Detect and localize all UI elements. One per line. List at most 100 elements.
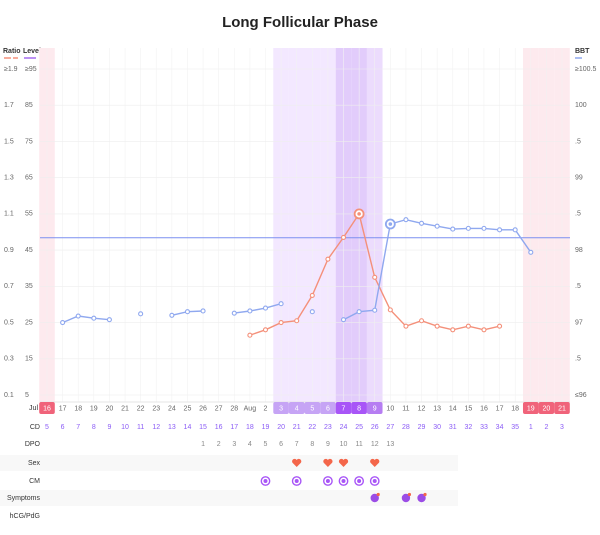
symptom-icon (370, 493, 379, 503)
cd-value: 34 (496, 424, 504, 431)
data-point (465, 323, 471, 329)
date-label: 12 (418, 405, 426, 412)
row-label: CD (30, 424, 40, 431)
level-tick-label: 65 (25, 175, 33, 182)
cd-value: 12 (152, 424, 160, 431)
date-label: 18 (74, 405, 82, 412)
row-label: hCG/PdG (10, 513, 40, 520)
cd-value: 20 (277, 424, 285, 431)
data-point (138, 311, 144, 317)
date-cell (304, 402, 321, 414)
data-point (481, 225, 487, 231)
cd-value: 5 (45, 424, 49, 431)
dpo-value: 3 (232, 441, 236, 448)
data-point (169, 312, 175, 318)
date-label: 23 (152, 405, 160, 412)
bbt-tick-label: .5 (575, 211, 581, 218)
bbt-axis-label: BBT (575, 48, 590, 55)
data-point (340, 317, 347, 323)
bbt-tick-label: .5 (575, 138, 581, 145)
dpo-value: 7 (295, 441, 299, 448)
data-point (434, 323, 440, 329)
level-tick-label: 15 (25, 356, 33, 363)
dpo-value: 9 (326, 441, 330, 448)
data-point (106, 317, 112, 323)
date-cell (554, 402, 570, 414)
level-tick-label: 5 (25, 392, 29, 399)
date-label: 7 (342, 405, 346, 412)
symptom-icon (401, 493, 411, 503)
data-point (356, 309, 362, 315)
date-label: 21 (121, 405, 129, 412)
date-label: 14 (449, 405, 457, 412)
bbt-tick-label: 99 (575, 175, 583, 182)
peak-dot (388, 222, 393, 226)
symptom-badge (407, 492, 412, 497)
date-label: 2 (264, 405, 268, 412)
data-point (262, 327, 269, 333)
level-tick-label: 45 (25, 247, 33, 254)
data-point (403, 217, 409, 223)
data-point (309, 309, 315, 315)
bbt-tick-label: 97 (575, 319, 583, 326)
cd-value: 2 (544, 424, 548, 431)
date-label: Aug (244, 405, 257, 412)
data-point (91, 315, 97, 321)
cm-icon-core (263, 479, 268, 483)
ratio-tick-label: 0.9 (4, 247, 14, 254)
date-label: 20 (106, 405, 114, 412)
date-cell (538, 402, 555, 414)
cd-value: 3 (560, 424, 564, 431)
cd-value: 7 (76, 424, 80, 431)
row-label: Symptoms (7, 495, 41, 502)
row-band (0, 473, 458, 489)
data-point (512, 227, 518, 233)
cd-value: 18 (246, 424, 254, 431)
cd-value: 15 (199, 424, 207, 431)
date-cell (39, 402, 55, 414)
level-tick-label: 55 (25, 211, 33, 218)
symptom-badge (423, 492, 427, 497)
date-label: 11 (402, 405, 409, 412)
ratio-tick-label: 0.3 (4, 356, 14, 363)
date-label: 9 (373, 405, 377, 412)
data-point (387, 307, 393, 313)
row-label: DPO (25, 441, 41, 448)
data-point (278, 320, 284, 326)
row-band (0, 490, 458, 506)
bbt-tick-label: 100 (575, 102, 587, 109)
level-tick-label: ≥95 (25, 66, 37, 73)
level-tick-label: 85 (25, 102, 33, 109)
date-label: 16 (43, 405, 51, 412)
dpo-value: 12 (371, 441, 379, 448)
data-point (278, 301, 284, 307)
cm-icon-core (357, 479, 362, 483)
data-point (309, 292, 315, 298)
level-tick-label: 25 (25, 319, 33, 326)
ratio-tick-label: 0.1 (4, 392, 14, 399)
cd-value: 6 (61, 424, 65, 431)
cd-value: 21 (293, 424, 301, 431)
date-cell (320, 402, 336, 414)
ratio-tick-label: 1.1 (4, 211, 14, 218)
data-point (450, 226, 456, 232)
peak-dot (357, 212, 361, 216)
ratio-tick-label: 1.5 (4, 138, 14, 145)
dpo-value: 11 (355, 441, 362, 448)
cd-value: 29 (418, 424, 426, 431)
date-cell (351, 402, 367, 414)
dpo-value: 8 (310, 441, 314, 448)
symptom-badge (376, 492, 380, 497)
date-label: 18 (511, 405, 519, 412)
row-band (0, 455, 458, 471)
cd-value: 27 (386, 424, 394, 431)
ratio-tick-label: 0.7 (4, 283, 14, 290)
row-label: CM (29, 478, 40, 485)
date-label: 10 (386, 405, 394, 412)
ratio-tick-label: 0.5 (4, 319, 14, 326)
data-point (434, 223, 440, 229)
cd-value: 1 (529, 424, 533, 431)
cd-value: 11 (137, 424, 144, 431)
dpo-value: 6 (279, 441, 283, 448)
